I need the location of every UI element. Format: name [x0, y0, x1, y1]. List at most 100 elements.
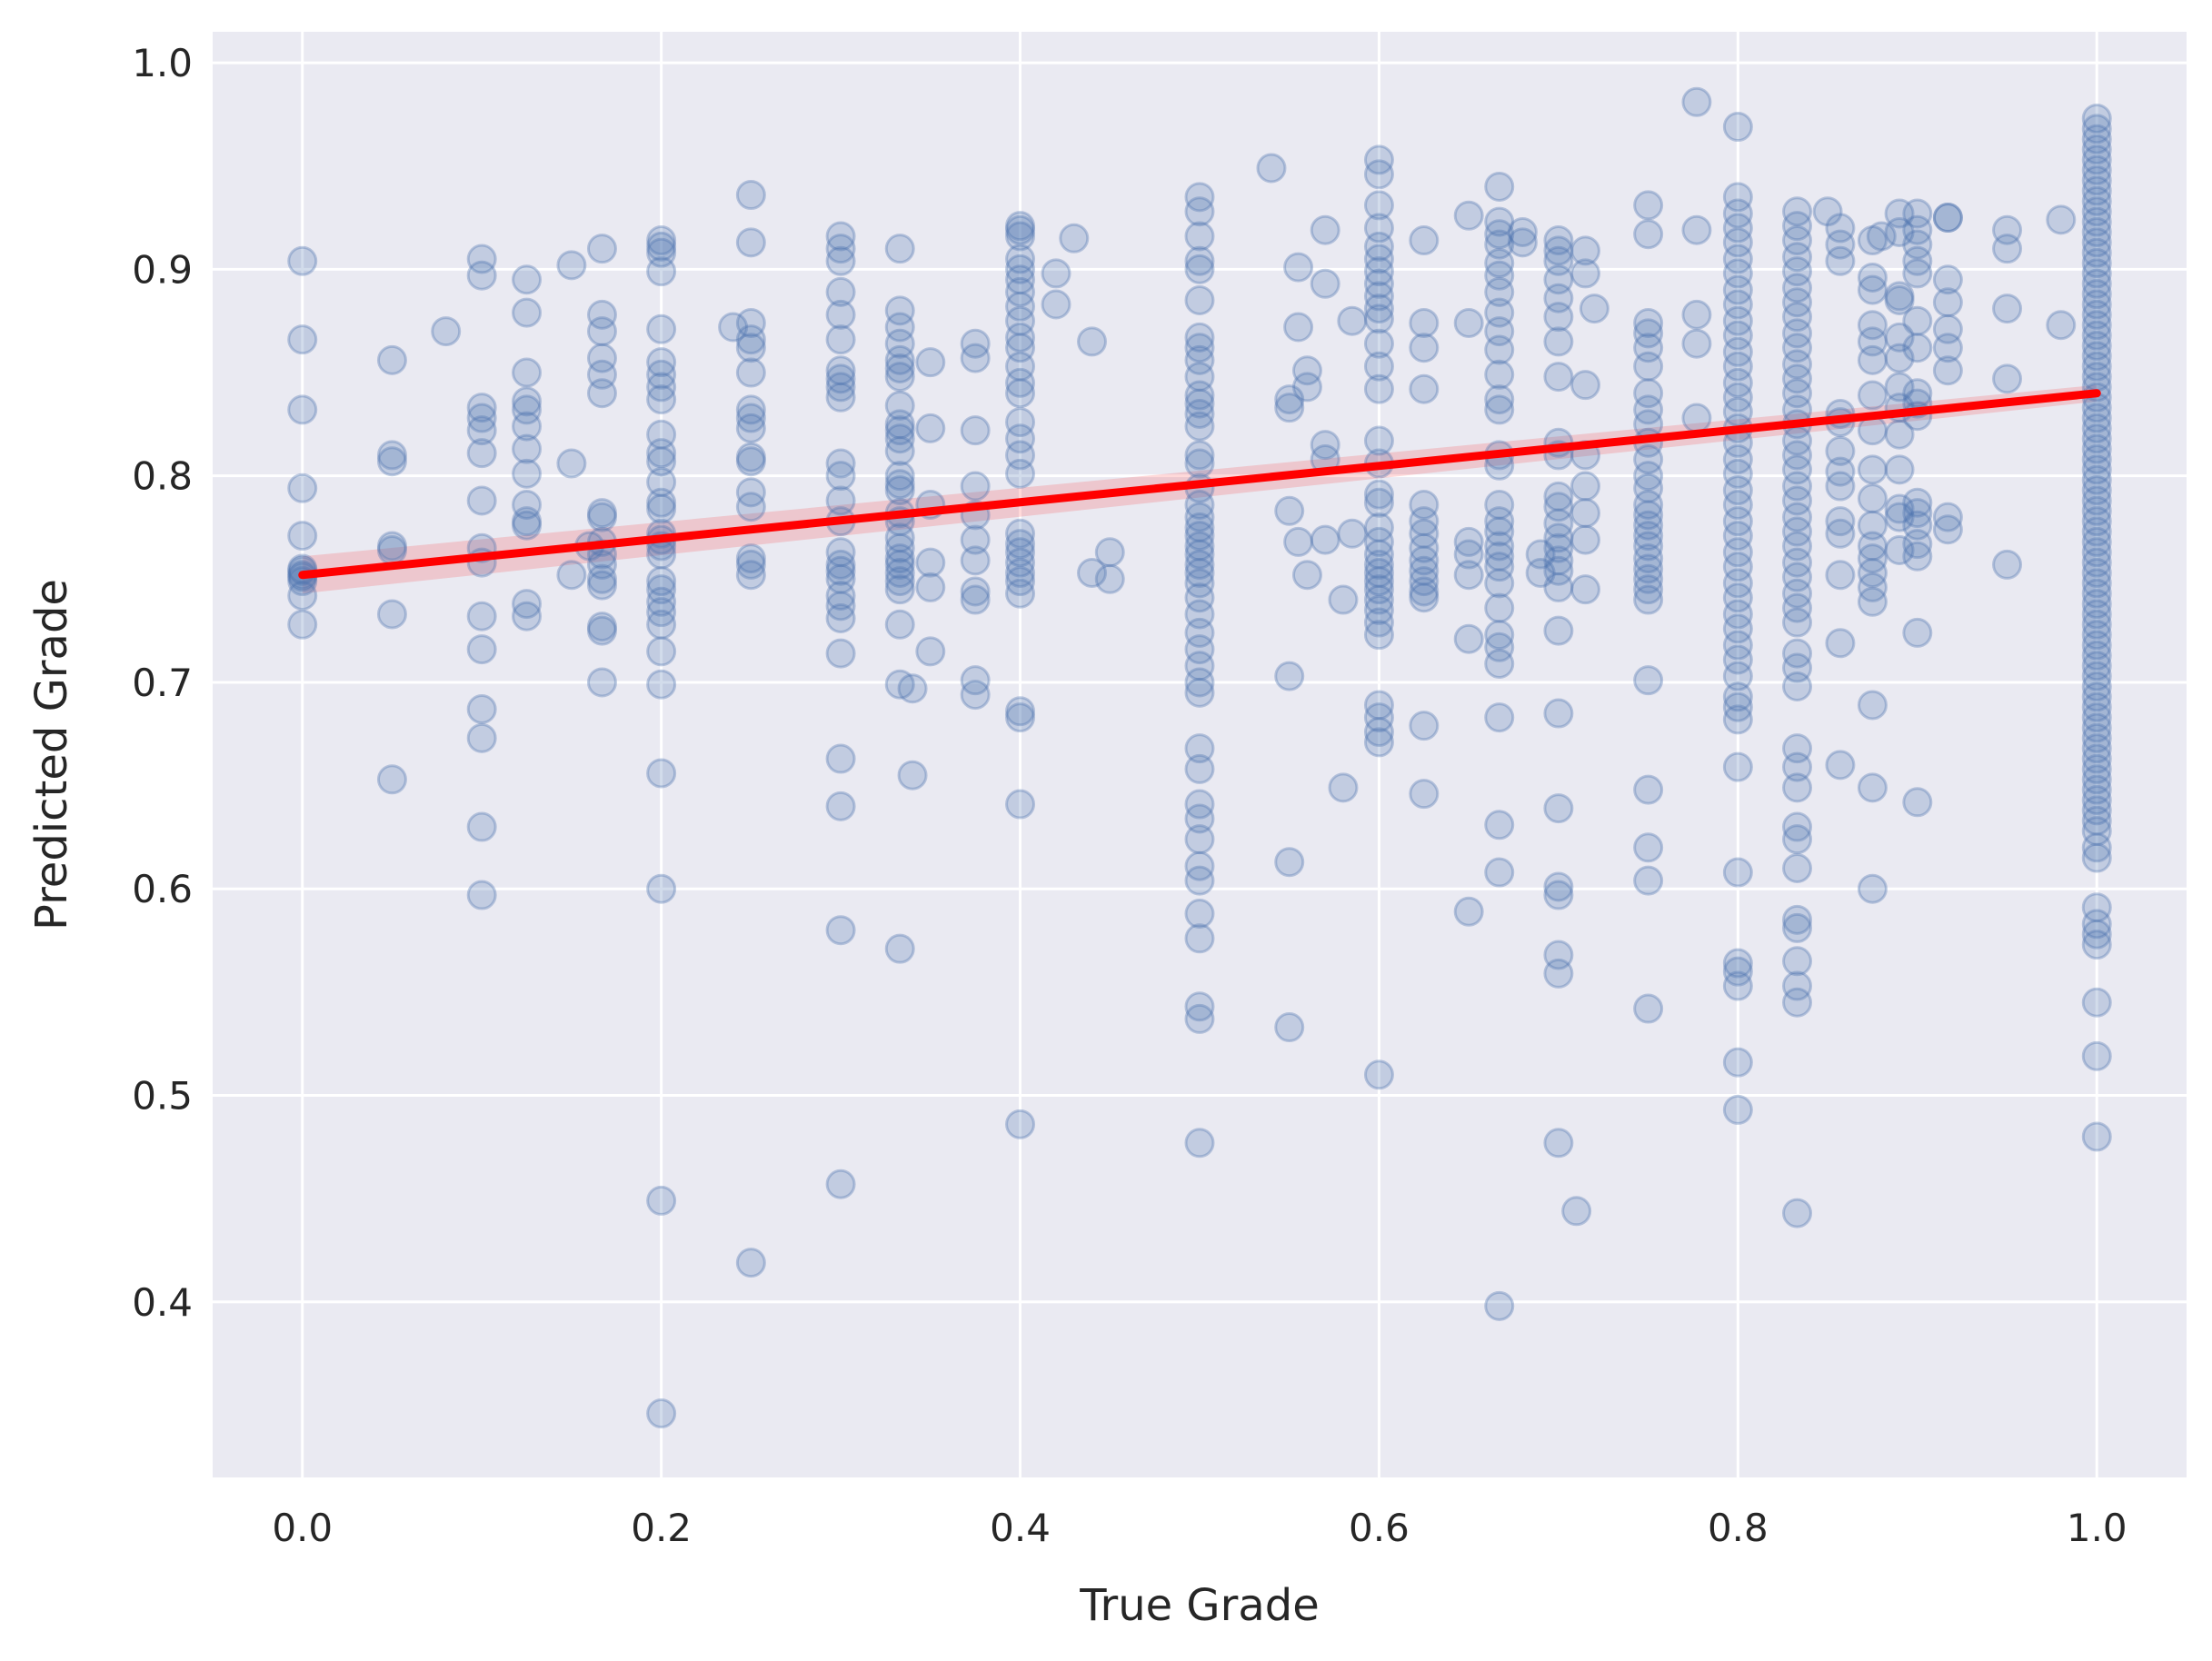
scatter-point — [1363, 293, 1394, 324]
scatter-point — [1722, 443, 1753, 474]
scatter-point — [2081, 557, 2112, 588]
scatter-point — [1902, 214, 1933, 245]
scatter-point — [960, 415, 991, 446]
scatter-point — [646, 313, 677, 344]
scatter-point — [1902, 541, 1933, 572]
scatter-point — [1184, 923, 1215, 954]
scatter-point — [1005, 291, 1036, 322]
scatter-point — [287, 472, 318, 503]
scatter-point — [1525, 557, 1556, 588]
scatter-point — [2081, 516, 2112, 547]
scatter-point — [1484, 541, 1515, 572]
scatter-point — [1184, 284, 1215, 315]
scatter-point — [1363, 512, 1394, 542]
scatter-point — [376, 446, 407, 477]
scatter-point — [1932, 287, 1963, 318]
scatter-point — [1543, 362, 1574, 393]
scatter-point — [2081, 640, 2112, 671]
scatter-point — [1409, 576, 1440, 607]
scatter-point — [2081, 227, 2112, 258]
scatter-point — [1722, 367, 1753, 398]
scatter-point — [735, 403, 766, 433]
scatter-point — [1782, 531, 1813, 562]
scatter-point — [512, 489, 543, 520]
y-tick-label: 0.4 — [132, 1280, 193, 1325]
scatter-point — [1184, 333, 1215, 363]
scatter-point — [1328, 584, 1359, 615]
scatter-point — [1543, 245, 1574, 276]
scatter-point — [1291, 372, 1322, 403]
scatter-point — [2081, 413, 2112, 443]
scatter-point — [1310, 214, 1340, 245]
scatter-point — [1543, 522, 1574, 553]
scatter-point — [884, 532, 915, 563]
scatter-point — [1484, 810, 1515, 840]
scatter-point — [2081, 506, 2112, 537]
scatter-point — [2081, 661, 2112, 691]
scatter-point — [1722, 970, 1753, 1001]
scatter-point — [1681, 299, 1712, 330]
scatter-point — [646, 1185, 677, 1216]
scatter-point — [1633, 832, 1664, 863]
scatter-point — [1094, 563, 1125, 594]
scatter-point — [1633, 531, 1664, 562]
scatter-point — [1525, 539, 1556, 570]
scatter-point — [2081, 795, 2112, 826]
scatter-point — [646, 419, 677, 450]
scatter-point — [1857, 310, 1888, 341]
scatter-point — [1782, 592, 1813, 623]
scatter-point — [1484, 248, 1515, 279]
scatter-point — [1363, 607, 1394, 638]
scatter-point — [1884, 419, 1915, 450]
scatter-point — [1722, 948, 1753, 979]
scatter-point — [1543, 940, 1574, 970]
scatter-point — [1484, 552, 1515, 582]
scatter-point — [884, 461, 915, 492]
scatter-point — [376, 531, 407, 562]
scatter-point — [1633, 774, 1664, 805]
y-tick-label: 0.5 — [132, 1074, 193, 1119]
plot-background — [213, 32, 2187, 1477]
scatter-point — [1543, 283, 1574, 313]
scatter-point — [884, 409, 915, 440]
scatter-point — [1857, 225, 1888, 256]
scatter-point — [1722, 1047, 1753, 1078]
scatter-point — [825, 537, 856, 568]
scatter-point — [586, 316, 617, 347]
scatter-point — [735, 446, 766, 477]
scatter-point — [586, 378, 617, 409]
scatter-point — [1005, 518, 1036, 549]
scatter-point — [1184, 362, 1215, 393]
scatter-point — [646, 487, 677, 518]
scatter-point — [1184, 512, 1215, 542]
scatter-point — [1681, 86, 1712, 117]
scatter-point — [915, 572, 946, 602]
scatter-point — [2081, 248, 2112, 279]
scatter-point — [1825, 245, 1856, 276]
scatter-point — [1363, 351, 1394, 382]
scatter-point — [1363, 702, 1394, 733]
regression-line-group — [298, 389, 2101, 580]
scatter-point — [1633, 378, 1664, 409]
scatter-point — [1932, 264, 1963, 295]
scatter-point — [1857, 510, 1888, 541]
scatter-point — [735, 307, 766, 338]
scatter-point — [2081, 175, 2112, 206]
scatter-point — [1543, 302, 1574, 333]
scatter-point — [1681, 403, 1712, 433]
scatter-point — [1543, 492, 1574, 522]
scatter-point — [1363, 584, 1394, 615]
scatter-point — [1857, 557, 1888, 588]
scatter-point — [376, 534, 407, 565]
scatter-point — [1633, 584, 1664, 615]
scatter-point — [1409, 307, 1440, 338]
scatter-point — [735, 477, 766, 508]
scatter-point — [2081, 433, 2112, 464]
scatter-point — [1184, 322, 1215, 353]
scatter-point — [1363, 268, 1394, 299]
scatter-point — [1005, 407, 1036, 438]
scatter-point — [1184, 599, 1215, 630]
scatter-point — [1992, 549, 2023, 580]
